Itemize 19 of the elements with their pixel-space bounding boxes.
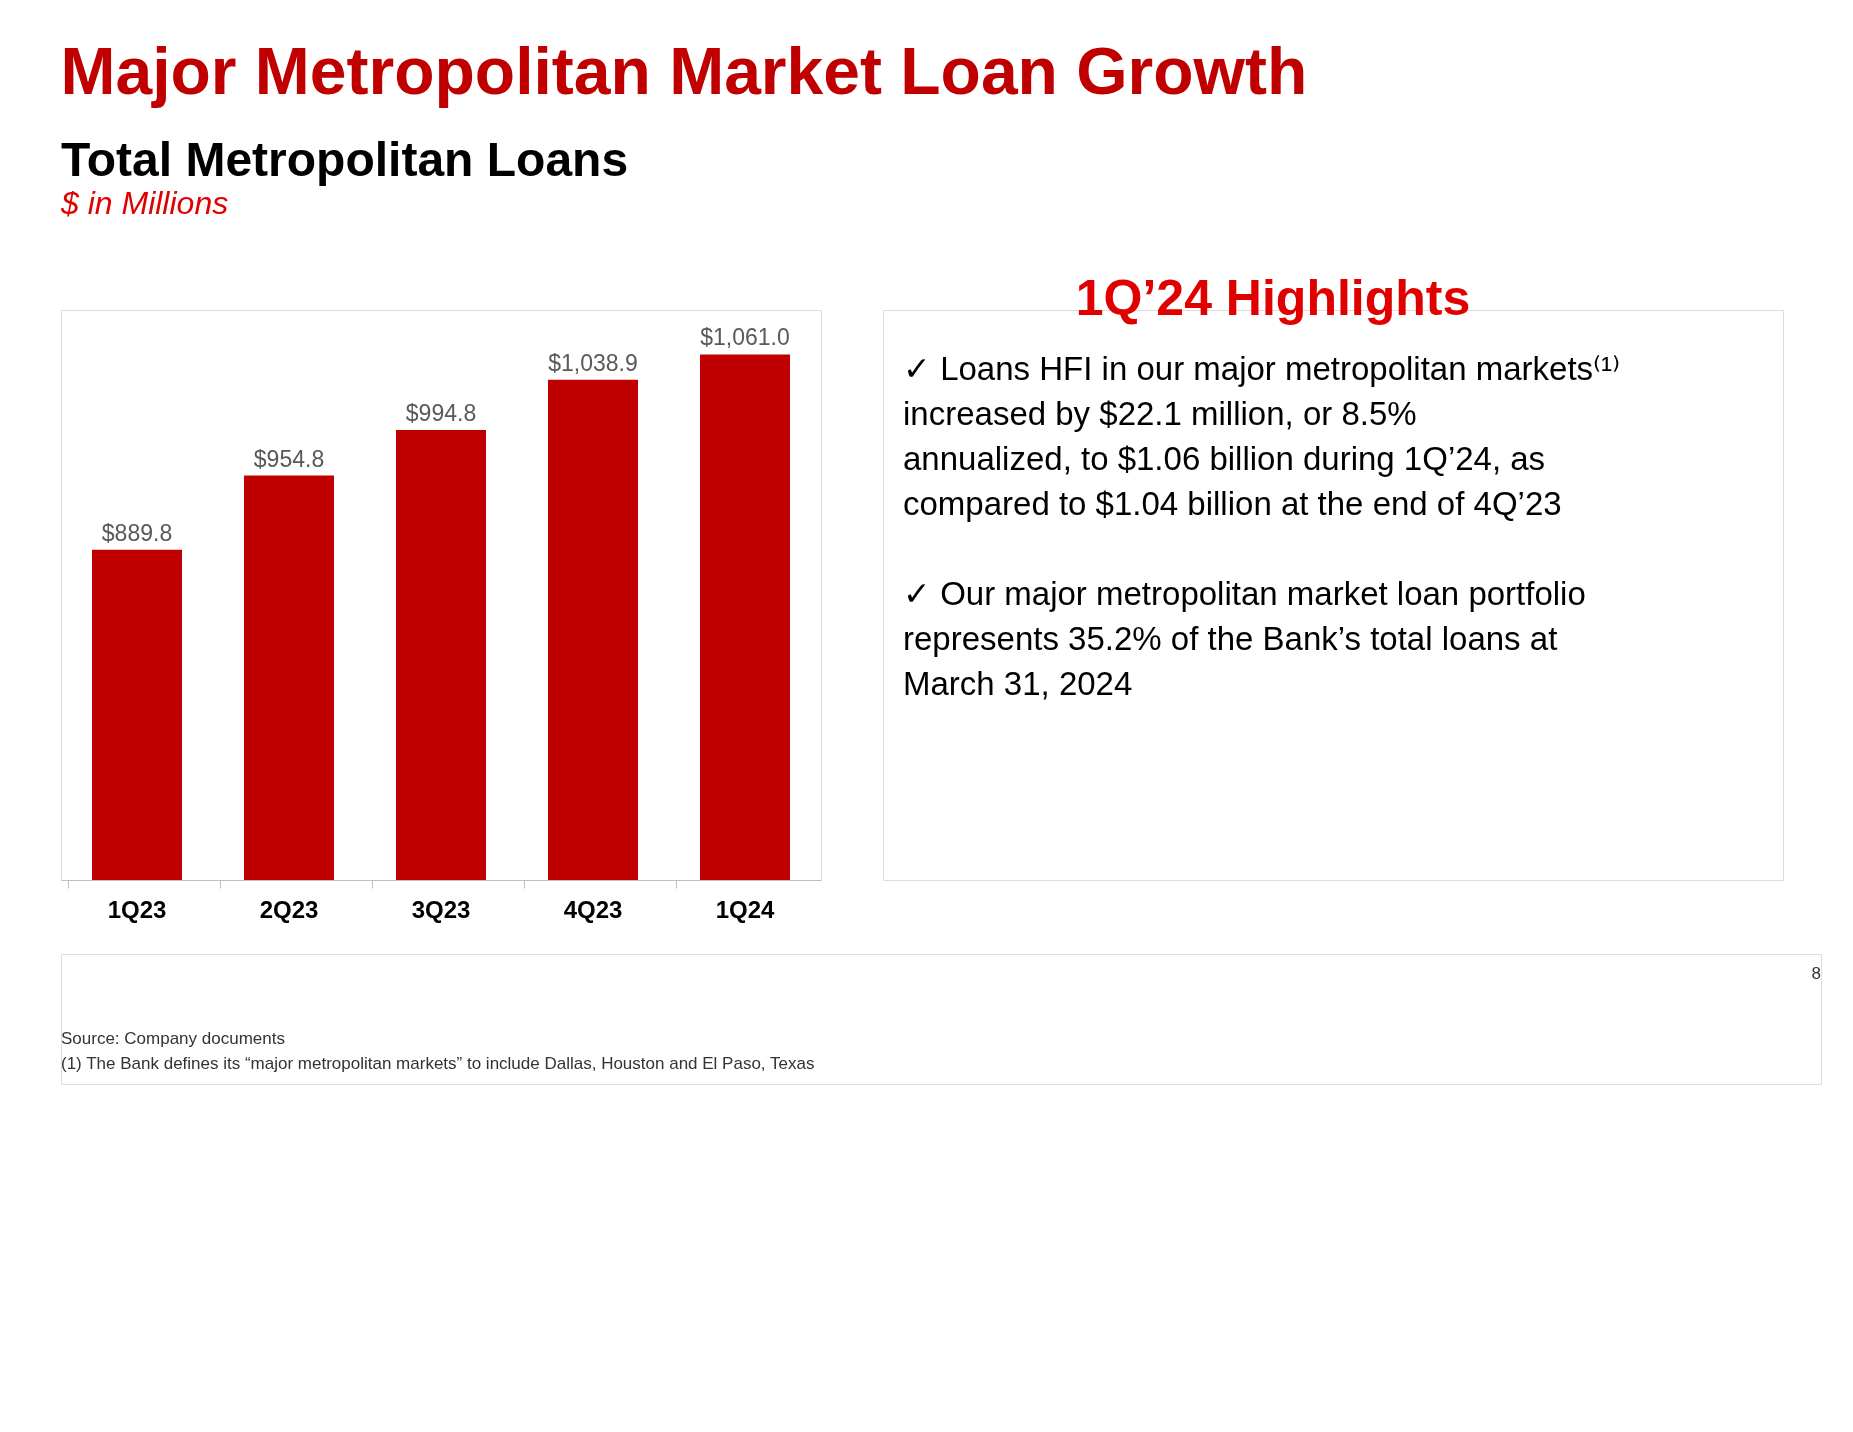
x-tick-label: 1Q24 xyxy=(715,895,775,923)
text: 1Q’24 Highlights xyxy=(1075,270,1471,326)
source-note: Source: Company documents xyxy=(61,1029,285,1048)
data-label: $1,061.0 xyxy=(700,324,790,351)
text: Total Metropolitan Loans xyxy=(61,133,629,186)
x-tick-label: 1Q23 xyxy=(107,895,167,923)
data-label: $1,038.9 xyxy=(548,349,638,376)
chart-title: Major Metropolitan Market Loan Growth xyxy=(60,33,1308,108)
text: (1) The Bank defines its “major metropolitan markets” to include Dallas, Houston and El Paso, Texas xyxy=(61,1054,815,1073)
data-label: $994.8 xyxy=(405,399,477,426)
x-tick-label: 3Q23 xyxy=(411,895,471,923)
text: ✓ Our major metropolitan market loan portfolio represents 35.2% of the Bank’s total loans at March 31, 2024 xyxy=(903,575,1586,702)
text: $ in Millions xyxy=(60,185,229,221)
data-label: $954.8 xyxy=(253,445,325,472)
text: ✓ Loans HFI in our major metropolitan markets⁽¹⁾ increased by $22.1 million, or 8.5% annualized, to $1.06 billion during 1Q’24, as compared to $1.04 billion at the end of 4Q’23 xyxy=(903,350,1621,522)
x-tick-label: 2Q23 xyxy=(259,895,319,923)
x-tick-label: 4Q23 xyxy=(563,895,623,923)
data-label: $889.8 xyxy=(101,519,173,546)
text: 8 xyxy=(1811,964,1821,983)
